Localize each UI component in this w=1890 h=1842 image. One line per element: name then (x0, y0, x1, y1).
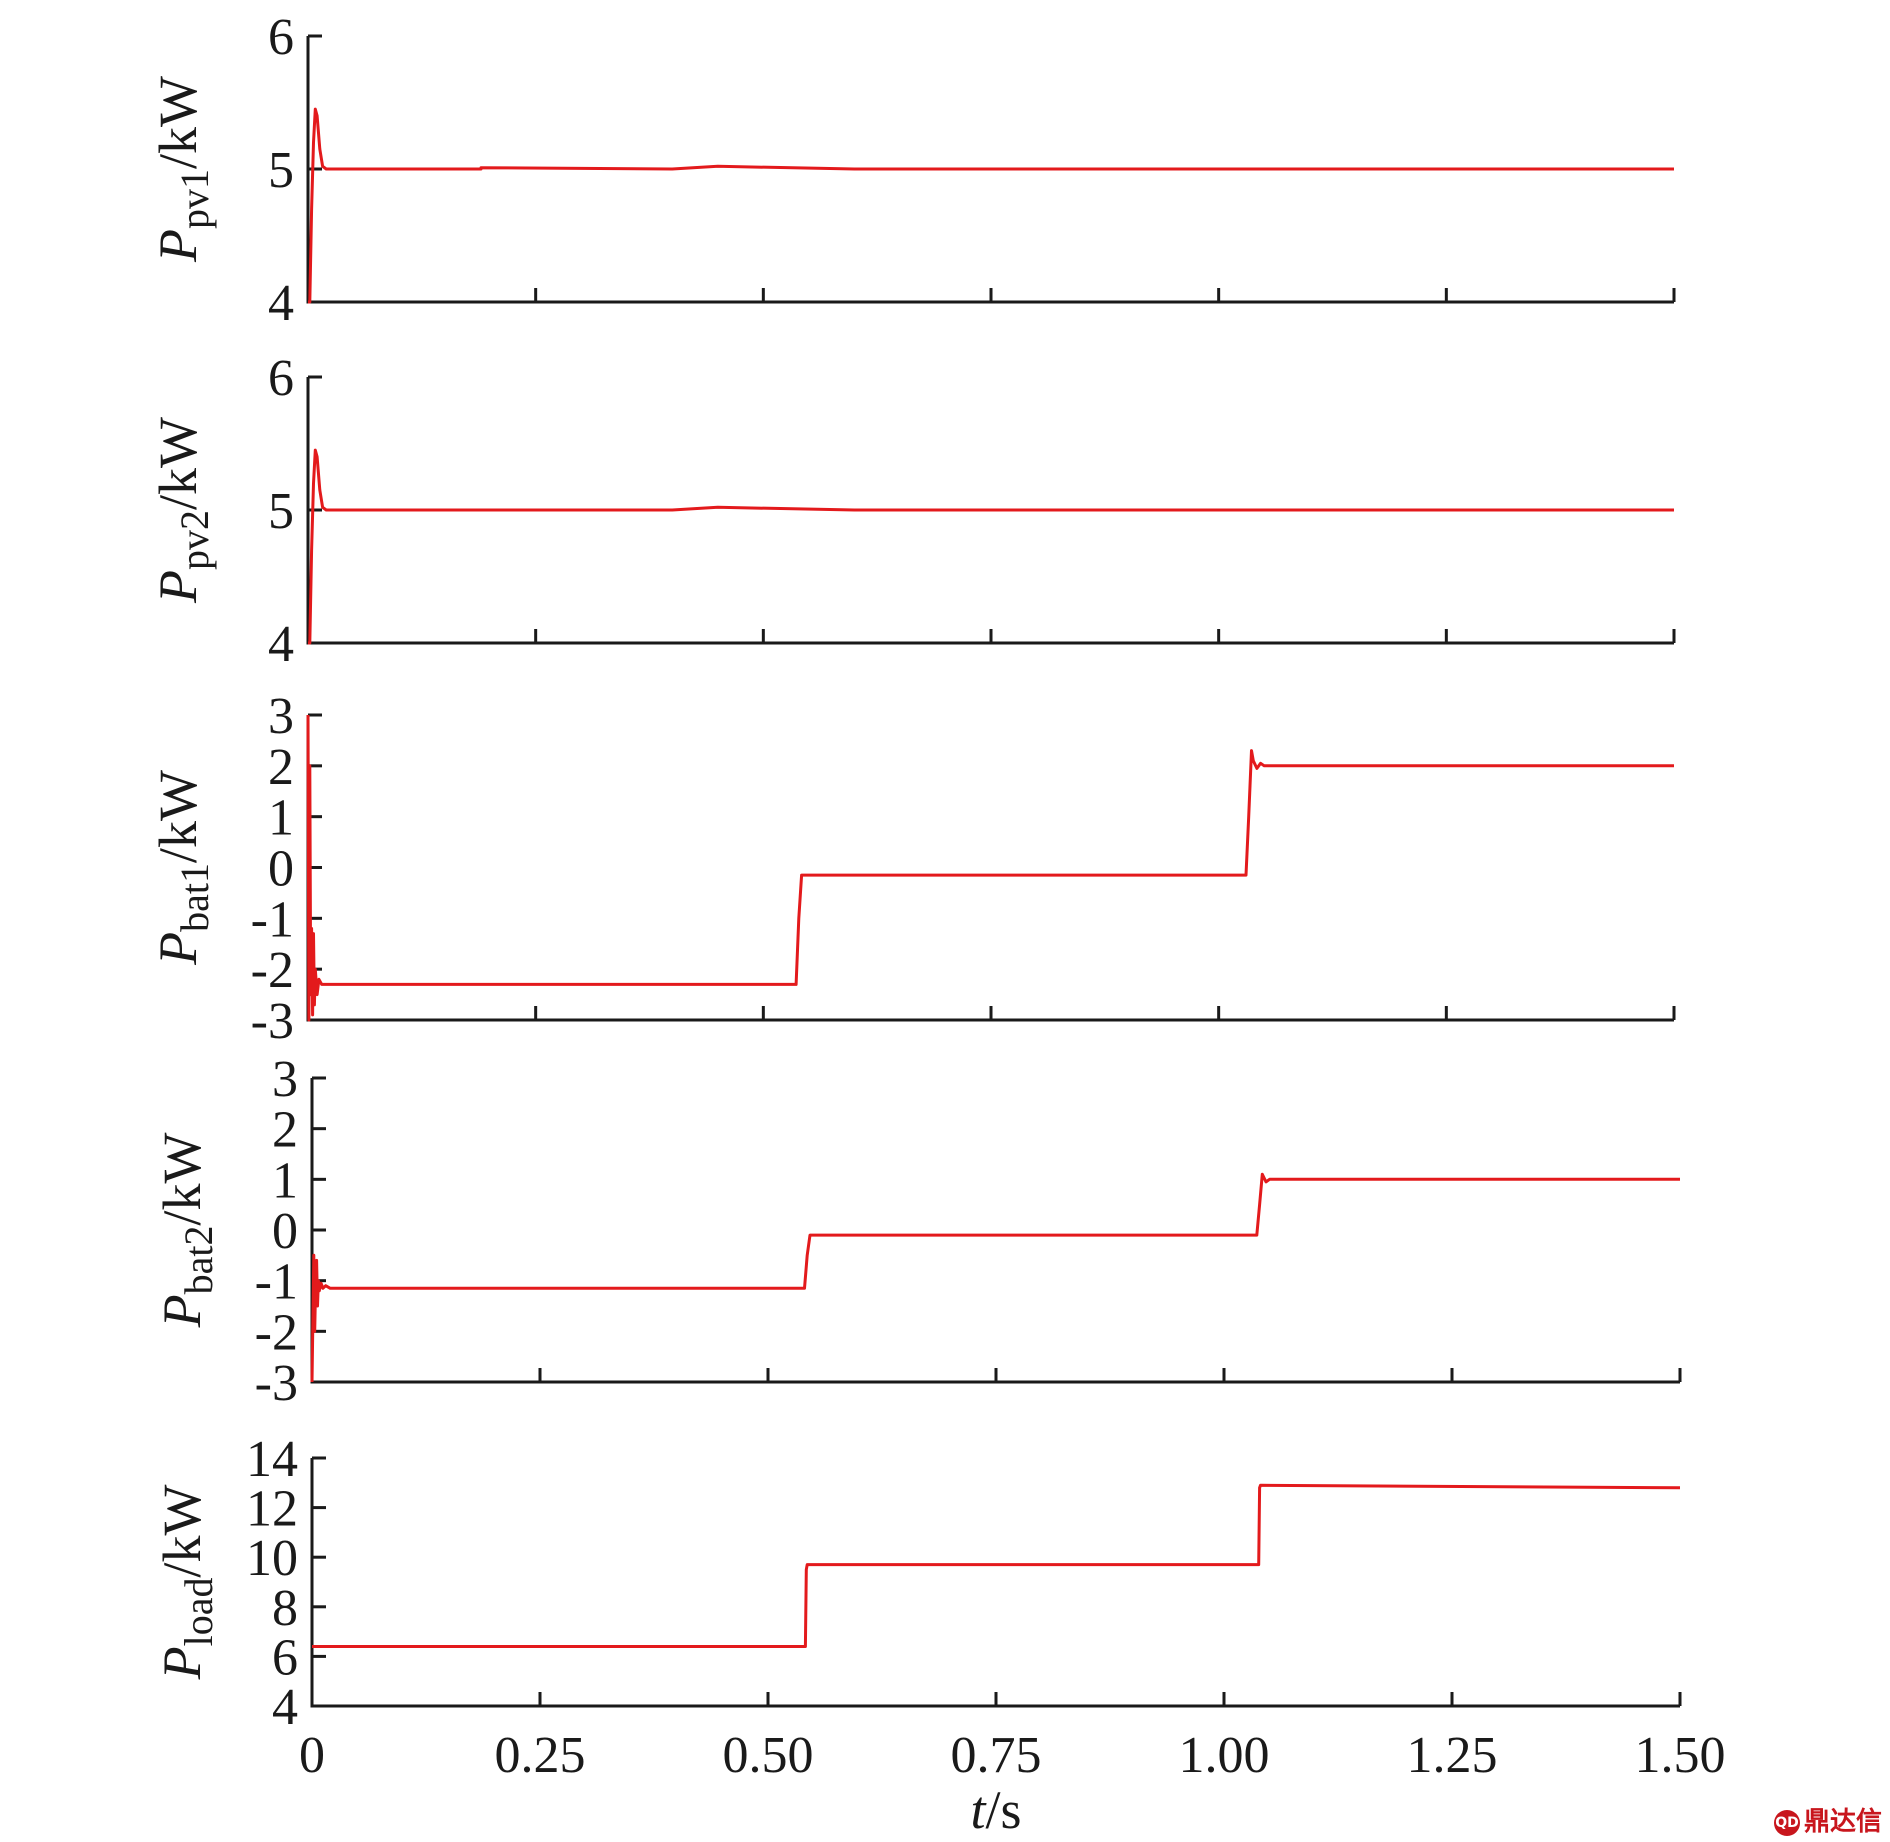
x-tick-label-4: 1.00 (1179, 1727, 1270, 1784)
x-tick-label-3: 0.75 (951, 1727, 1042, 1784)
axis-frame-bat1 (306, 715, 1674, 1022)
y-tick-label-bat1-0: -3 (251, 993, 294, 1050)
y-tick-label-pv1-2: 6 (268, 9, 294, 66)
y-axis-label-pv2: Ppv2/kW (148, 417, 217, 604)
y-tick-label-bat1-5: 2 (268, 739, 294, 796)
y-tick-label-bat2-4: 1 (272, 1152, 298, 1209)
x-axis-title-symbol: t (970, 1780, 987, 1840)
x-axis-title-unit: /s (985, 1780, 1021, 1840)
y-tick-label-bat2-5: 2 (272, 1102, 298, 1159)
watermark-text: 鼎达信 (1803, 1807, 1882, 1837)
y-axis-label-unit-pv1: /kW (148, 76, 208, 169)
y-tick-label-load-3: 10 (246, 1530, 298, 1587)
y-tick-label-load-4: 12 (246, 1481, 298, 1538)
y-axis-label-symbol-bat1: P (148, 932, 208, 966)
y-axis-label-pv1: Ppv1/kW (148, 76, 217, 263)
y-axis-label-subscript-bat1: bat1 (172, 863, 217, 932)
y-tick-label-load-5: 14 (246, 1431, 298, 1488)
y-tick-label-bat1-2: -1 (251, 891, 294, 948)
y-tick-label-bat2-6: 3 (272, 1051, 298, 1108)
x-tick-label-2: 0.50 (723, 1727, 814, 1784)
y-axis-label-unit-pv2: /kW (148, 417, 208, 510)
y-tick-label-pv1-1: 5 (268, 142, 294, 199)
y-axis-label-bat2: Pbat2/kW (152, 1133, 221, 1329)
y-tick-label-pv1-0: 4 (268, 275, 294, 332)
y-axis-label-subscript-load: load (176, 1578, 221, 1647)
panel-pv2: 4 5 6 Ppv2/kW (148, 350, 1676, 673)
y-tick-label-bat1-6: 3 (268, 688, 294, 745)
axis-frame-load (310, 1458, 1680, 1708)
y-tick-label-load-1: 6 (272, 1629, 298, 1686)
y-tick-label-pv2-1: 5 (268, 483, 294, 540)
series-line-pv2-0 (308, 448, 1674, 645)
axis-frame-bat2 (310, 1078, 1680, 1384)
series-line-load-0 (312, 1483, 1681, 1648)
y-tick-label-bat2-2: -1 (255, 1254, 298, 1311)
y-tick-label-bat1-1: -2 (251, 942, 294, 999)
y-tick-label-bat2-3: 0 (272, 1203, 298, 1260)
watermark: QD 鼎达信 (1773, 1801, 1882, 1838)
y-axis-label-unit-bat2: /kW (152, 1133, 212, 1226)
y-axis-label-unit-load: /kW (152, 1485, 212, 1578)
x-axis-title: t/s (970, 1780, 1021, 1840)
y-axis-label-unit-bat1: /kW (148, 770, 208, 863)
y-tick-label-bat2-0: -3 (255, 1355, 298, 1412)
x-tick-label-6: 1.50 (1635, 1727, 1726, 1784)
x-tick-label-1: 0.25 (495, 1727, 586, 1784)
series-line-bat2-0 (310, 1172, 1680, 1383)
y-tick-label-pv2-2: 6 (268, 350, 294, 407)
y-tick-label-pv2-0: 4 (268, 616, 294, 673)
chart-panels: 456Ppv1/kW456Ppv2/kW-3-2-10123Pbat1/kW-3… (148, 9, 1726, 1840)
y-tick-label-load-2: 8 (272, 1580, 298, 1637)
series-line-bat1-0 (306, 714, 1674, 1022)
y-tick-label-bat2-1: -2 (255, 1304, 298, 1361)
y-tick-label-bat1-3: 0 (268, 841, 294, 898)
y-axis-label-load: Pload/kW (152, 1485, 221, 1681)
series-line-pv1-0 (308, 107, 1674, 304)
y-tick-label-bat1-4: 1 (268, 790, 294, 847)
y-axis-label-symbol-pv2: P (148, 570, 208, 604)
watermark-logo-icon: QD (1773, 1809, 1800, 1836)
y-axis-label-symbol-bat2: P (152, 1294, 212, 1328)
y-axis-label-symbol-pv1: P (148, 229, 208, 263)
y-tick-label-load-0: 4 (272, 1679, 298, 1736)
x-tick-label-5: 1.25 (1407, 1727, 1498, 1784)
y-axis-label-symbol-load: P (152, 1646, 212, 1680)
y-axis-label-subscript-bat2: bat2 (176, 1226, 221, 1295)
y-axis-label-subscript-pv2: pv2 (172, 510, 217, 570)
y-axis-label-bat1: Pbat1/kW (148, 770, 217, 966)
y-axis-label-subscript-pv1: pv1 (172, 169, 217, 229)
x-tick-label-0: 0 (299, 1727, 325, 1784)
panel-pv1: 4 5 6 Ppv1/kW (148, 9, 1676, 332)
